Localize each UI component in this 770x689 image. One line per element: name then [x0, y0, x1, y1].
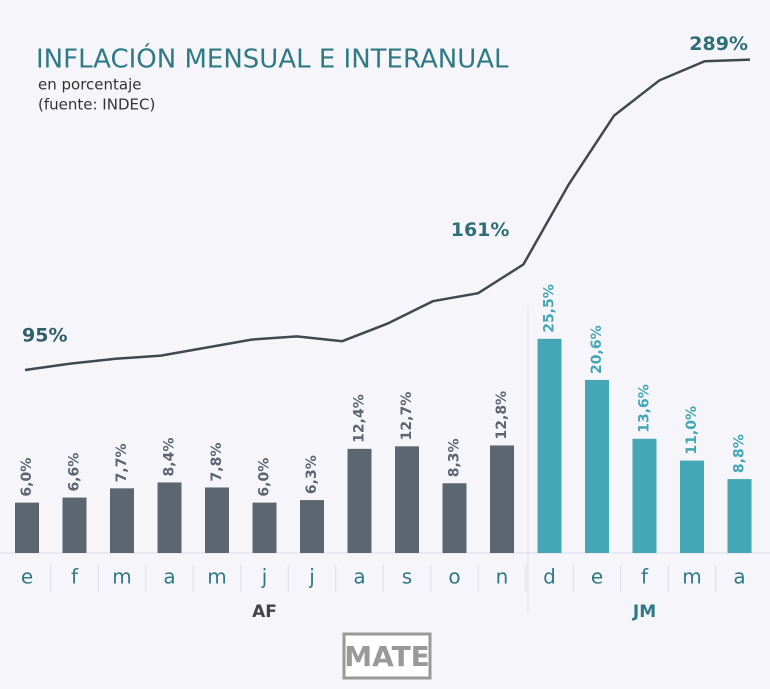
bar — [300, 500, 324, 553]
bar — [62, 497, 87, 553]
value-label: 20,6% — [589, 325, 605, 374]
x-tick-label: m — [112, 565, 131, 589]
bar — [537, 338, 562, 553]
value-label: 25,5% — [542, 284, 558, 333]
value-label: 12,7% — [399, 392, 415, 441]
x-tick-label: d — [543, 565, 556, 589]
value-label: 12,8% — [494, 391, 510, 440]
x-tick-label: a — [163, 565, 175, 589]
bar — [157, 482, 182, 553]
x-tick-label: a — [353, 565, 365, 589]
logo-box — [342, 632, 432, 680]
chart-title: INFLACIÓN MENSUAL E INTERANUAL — [36, 43, 509, 75]
line-label: 161% — [451, 219, 510, 241]
value-label: 6,6% — [67, 453, 83, 492]
x-tick-label: e — [591, 565, 603, 589]
bar — [205, 487, 229, 553]
value-label: 8,4% — [162, 438, 178, 477]
value-label: 11,0% — [684, 406, 700, 455]
bar — [347, 448, 372, 553]
bar — [252, 502, 277, 553]
x-tick-label: f — [641, 565, 649, 589]
line-label: 289% — [689, 33, 748, 55]
x-tick-label: m — [207, 565, 226, 589]
x-tick-label: o — [448, 565, 460, 589]
value-label: 8,3% — [447, 438, 463, 477]
value-label: 6,0% — [19, 458, 35, 497]
bar — [632, 438, 657, 553]
value-label: 12,4% — [352, 394, 368, 443]
bar — [727, 479, 752, 553]
bar — [442, 483, 467, 553]
x-tick-label: a — [733, 565, 745, 589]
group-label: AF — [252, 602, 277, 622]
value-label: 6,3% — [304, 455, 320, 494]
interannual-line — [24, 58, 751, 372]
group-label: JM — [632, 602, 656, 622]
bar — [585, 379, 609, 553]
bar — [680, 460, 704, 553]
x-tick-label: s — [402, 565, 412, 589]
subtitle: en porcentaje — [38, 76, 142, 94]
value-label: 6,0% — [257, 458, 273, 497]
bar — [15, 502, 39, 553]
logo: MATE — [344, 640, 430, 673]
bar — [395, 446, 419, 553]
value-label: 7,7% — [114, 443, 130, 482]
x-tick-label: e — [21, 565, 33, 589]
x-tick-label: j — [308, 565, 315, 589]
value-label: 7,8% — [209, 443, 225, 482]
x-tick-label: n — [496, 565, 509, 589]
bar — [110, 488, 134, 553]
x-tick-label: m — [682, 565, 701, 589]
value-label: 13,6% — [637, 384, 653, 433]
bar — [490, 445, 514, 553]
value-label: 8,8% — [732, 434, 748, 473]
x-tick-label: j — [261, 565, 268, 589]
x-tick-label: f — [71, 565, 79, 589]
subtitle: (fuente: INDEC) — [38, 96, 155, 114]
line-label: 95% — [22, 325, 67, 347]
